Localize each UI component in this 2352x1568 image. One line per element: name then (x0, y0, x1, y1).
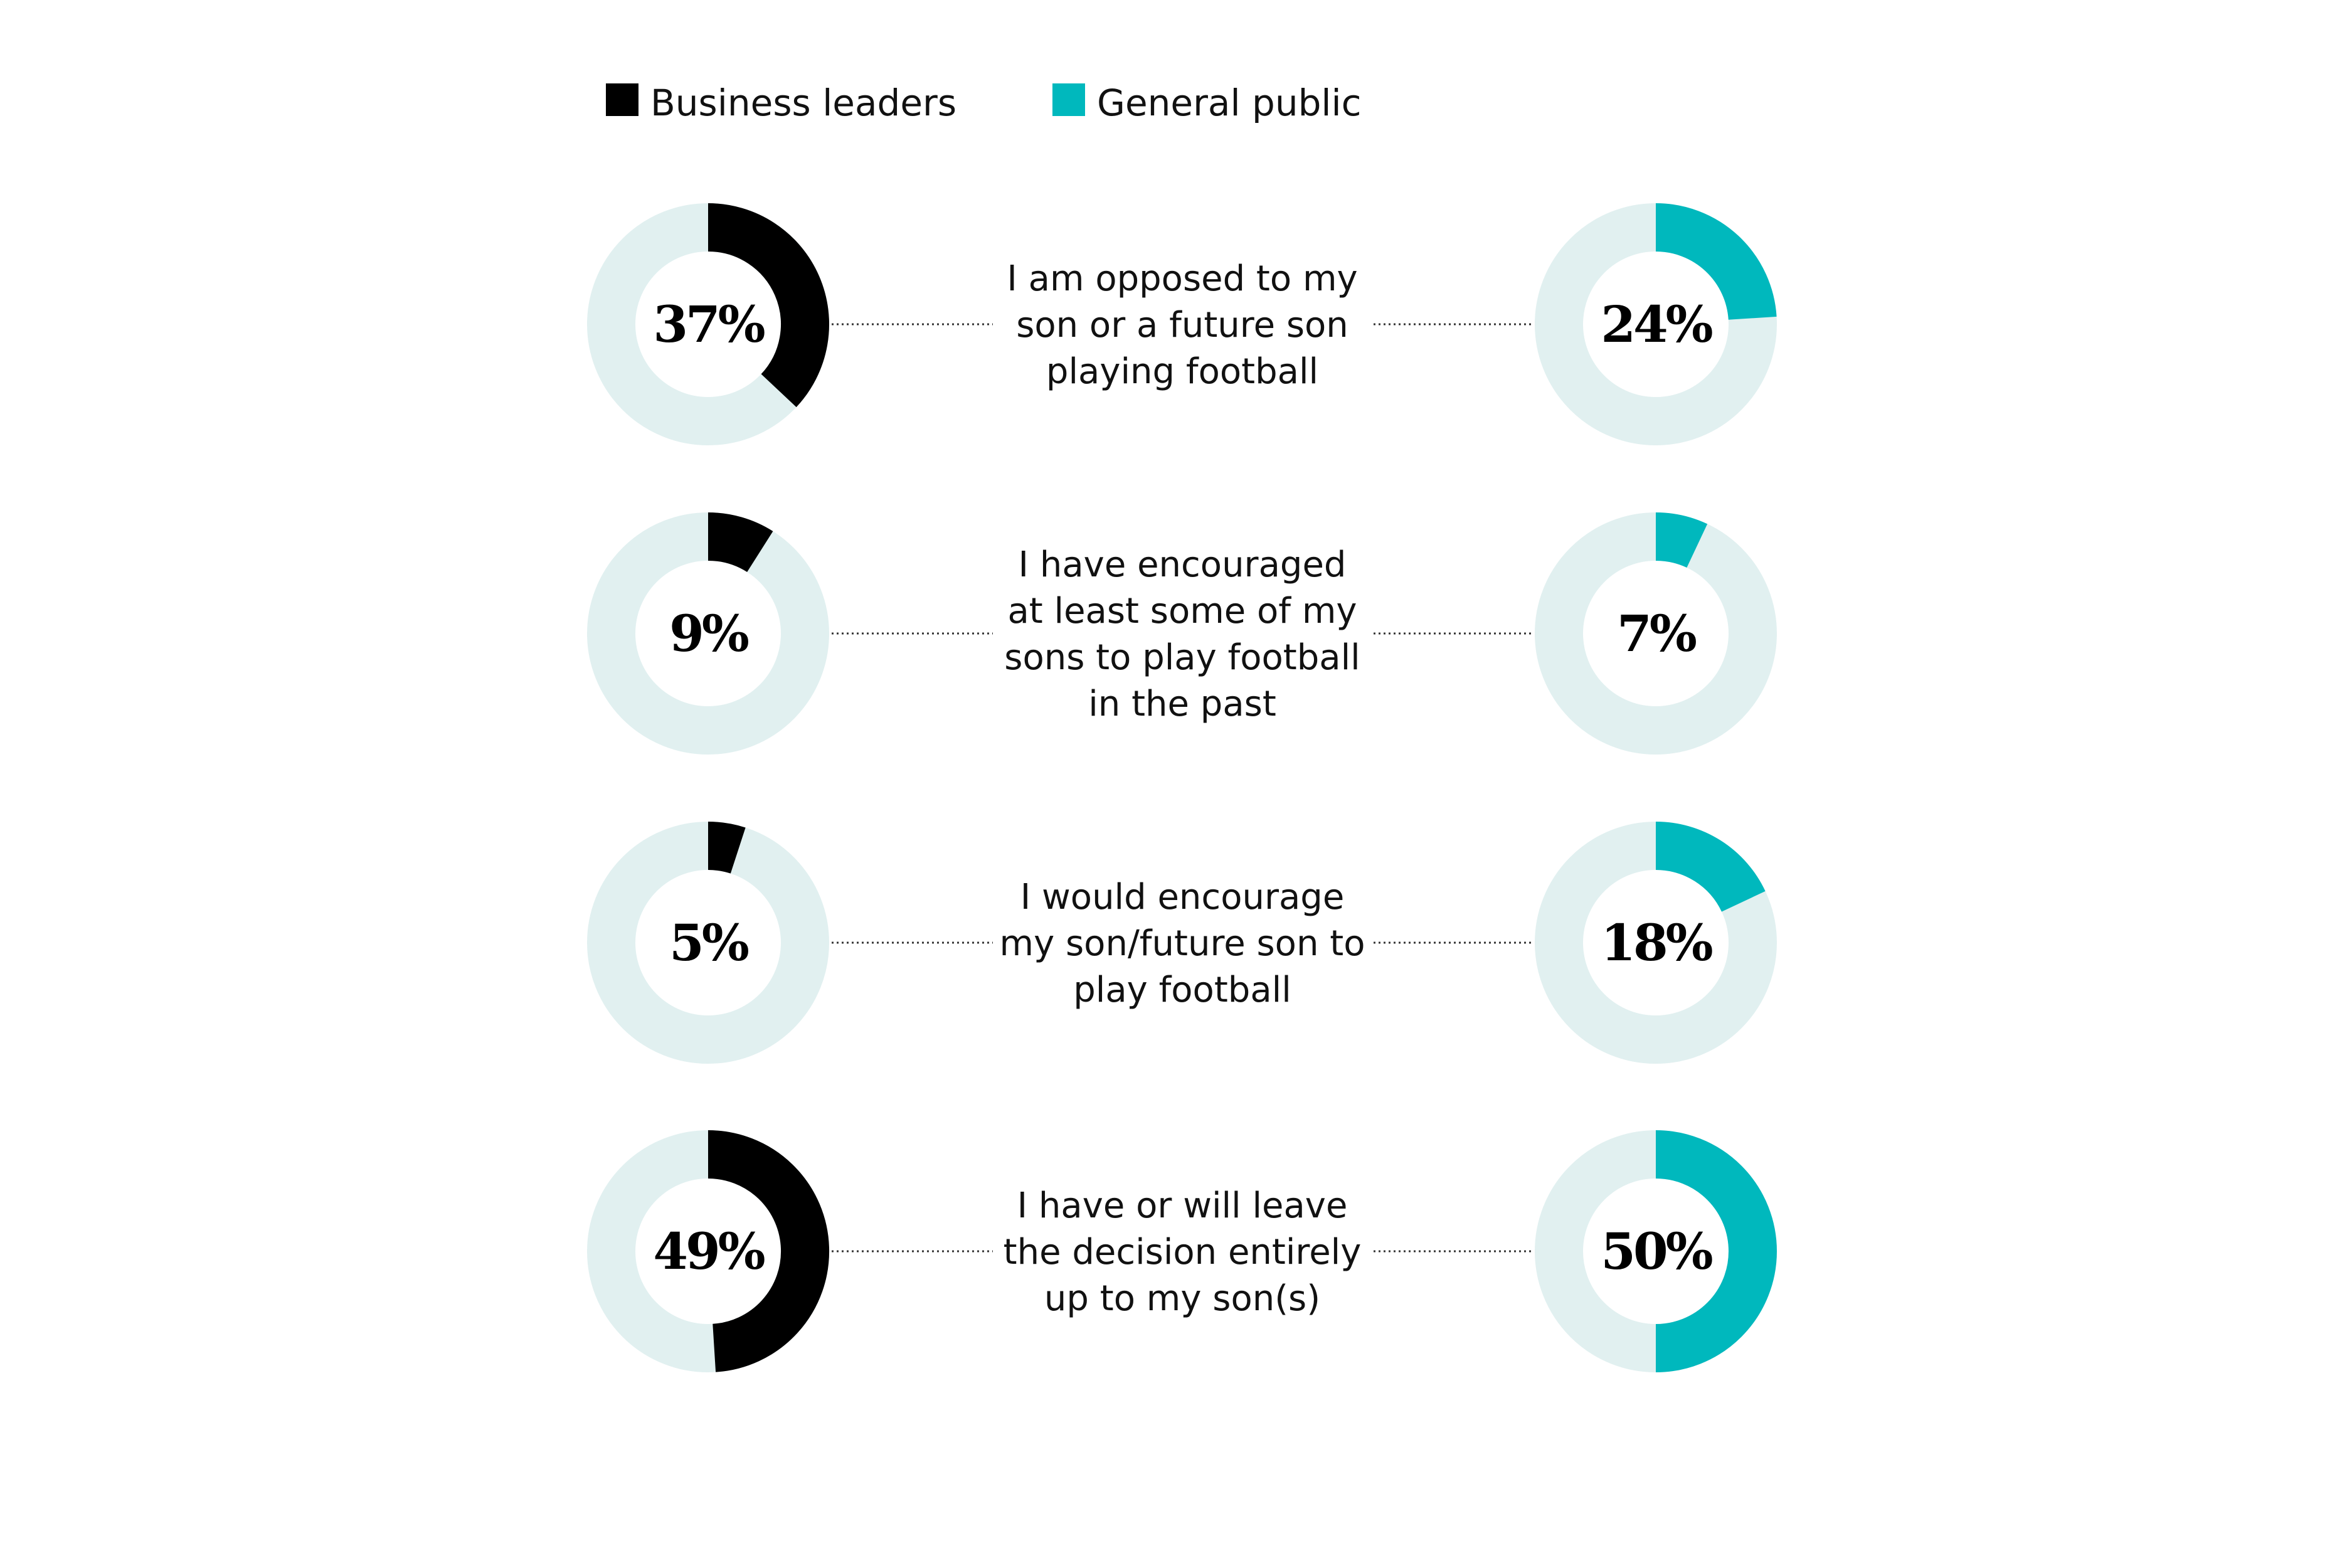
statement-line-row-4-1: I have or will leave (1017, 1185, 1348, 1226)
value-label-business-leaders-row-3: 5% (669, 913, 749, 972)
value-label-general-public-row-4: 50% (1601, 1222, 1712, 1281)
chart-row-1: 37% 24% I am opposed to my son or a future … (587, 203, 1777, 445)
legend-swatch-general-public (1052, 83, 1085, 116)
statement-line-row-1-1: I am opposed to my (1007, 258, 1357, 299)
donut-segment-general-public-row-4 (1655, 1130, 1777, 1372)
statement-line-row-2-3: sons to play football (1004, 637, 1360, 678)
legend: Business leaders General public (606, 82, 1362, 124)
legend-swatch-business-leaders (606, 83, 638, 116)
donut-segment-business-leaders-row-4 (707, 1130, 830, 1372)
statement-line-row-3-2: my son/future son to (1000, 923, 1365, 964)
chart-row-3: 5% 18% I would encourage my son/future son … (587, 822, 1777, 1064)
value-label-business-leaders-row-1: 37% (653, 295, 765, 354)
statement-line-row-1-2: son or a future son (1016, 305, 1348, 346)
value-label-general-public-row-1: 24% (1601, 295, 1712, 354)
chart-rows: 37% 24% I am opposed to my son or a future … (587, 203, 1777, 1372)
statement-line-row-4-3: up to my son(s) (1044, 1278, 1320, 1319)
donut-segment-general-public-row-2 (1655, 512, 1708, 568)
donut-segment-general-public-row-1 (1655, 203, 1777, 320)
value-label-general-public-row-2: 7% (1617, 604, 1697, 663)
donut-segment-business-leaders-row-3 (707, 822, 746, 874)
statement-line-row-1-3: playing football (1046, 351, 1318, 392)
donut-segment-business-leaders-row-2 (707, 512, 773, 573)
donut-segment-business-leaders-row-1 (707, 203, 829, 408)
value-label-business-leaders-row-2: 9% (669, 604, 749, 663)
statement-line-row-2-1: I have encouraged (1019, 544, 1347, 585)
value-label-business-leaders-row-4: 49% (653, 1222, 765, 1281)
legend-label-business-leaders: Business leaders (650, 82, 956, 124)
statement-line-row-2-2: at least some of my (1007, 591, 1357, 632)
donut-segment-general-public-row-3 (1655, 822, 1766, 913)
legend-label-general-public: General public (1097, 82, 1362, 124)
statement-line-row-4-2: the decision entirely (1004, 1232, 1362, 1273)
statement-line-row-2-4: in the past (1088, 684, 1276, 724)
chart-row-2: 9% 7% I have encouraged at least some of my… (587, 512, 1777, 755)
chart-row-4: 49% 50% I have or will leave the decision e… (587, 1130, 1777, 1372)
statement-line-row-3-3: play football (1073, 970, 1291, 1010)
value-label-general-public-row-3: 18% (1601, 913, 1712, 972)
statement-line-row-3-1: I would encourage (1020, 877, 1345, 918)
